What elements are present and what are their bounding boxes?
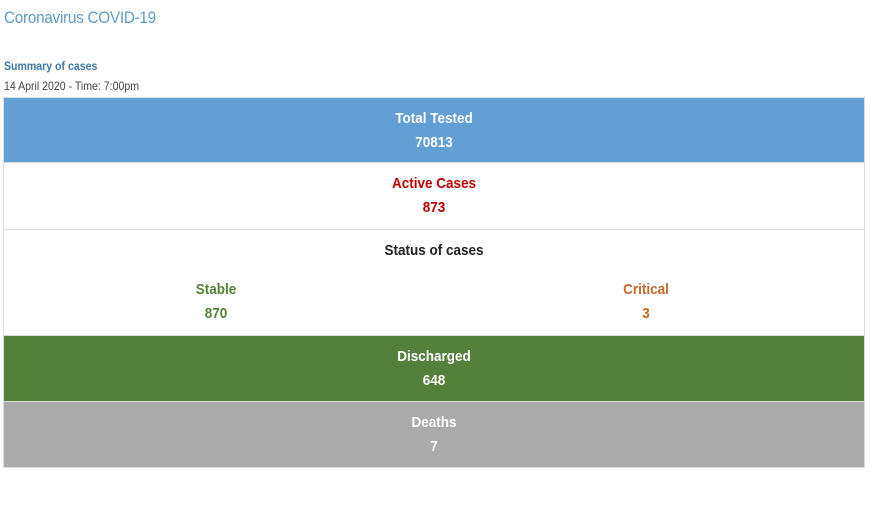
deaths-row: Deaths 7 (3, 402, 865, 468)
stable-value: 870 (204, 305, 228, 322)
discharged-row: Discharged 648 (3, 336, 865, 402)
active-cases-value: 873 (422, 199, 446, 216)
page-title: Coronavirus COVID-19 (4, 8, 156, 27)
discharged-label: Discharged (397, 348, 471, 365)
critical-value: 3 (642, 305, 650, 322)
deaths-value: 7 (430, 438, 438, 455)
summary-title: Summary of cases (4, 59, 98, 73)
total-tested-row: Total Tested 70813 (3, 97, 865, 163)
cases-summary-table: Total Tested 70813 Active Cases 873 Stat… (3, 97, 865, 468)
status-of-cases-row: Status of cases Stable 870 Critical 3 (3, 230, 865, 336)
total-tested-label: Total Tested (395, 110, 473, 127)
stable-cell: Stable 870 (116, 280, 316, 325)
total-tested-value: 70813 (415, 134, 453, 151)
summary-date: 14 April 2020 - Time: 7:00pm (4, 79, 140, 93)
critical-cell: Critical 3 (546, 280, 746, 325)
critical-label: Critical (623, 281, 669, 298)
active-cases-row: Active Cases 873 (3, 163, 865, 230)
status-of-cases-label: Status of cases (384, 242, 484, 259)
active-cases-label: Active Cases (391, 175, 477, 192)
stable-label: Stable (195, 281, 237, 298)
deaths-label: Deaths (411, 414, 457, 431)
discharged-value: 648 (422, 372, 446, 389)
